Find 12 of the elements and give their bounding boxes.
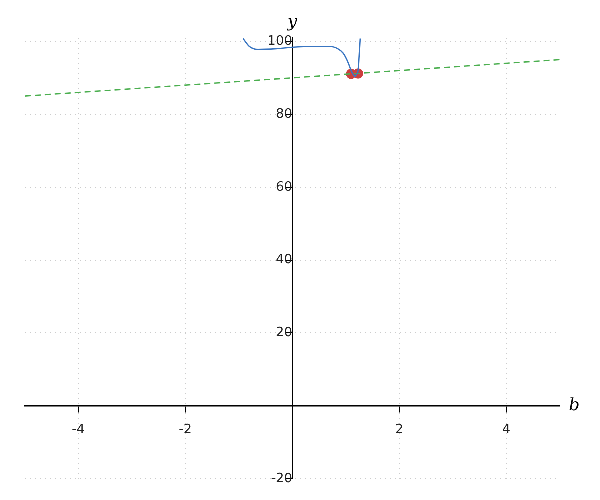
x-tick-label: -4 — [72, 422, 85, 438]
y-tick-label: 60 — [276, 180, 292, 195]
y-tick-label: -20 — [271, 471, 292, 486]
x-tick-label: 2 — [395, 422, 404, 438]
y-tick-label: 80 — [276, 106, 292, 122]
y-tick-label: 100 — [268, 34, 292, 50]
x-axis-title: b — [569, 396, 580, 416]
x-tick-label: 4 — [502, 422, 511, 438]
y-tick-label: 20 — [276, 326, 292, 341]
y-axis-title: y — [286, 12, 298, 32]
x-tick-label: -2 — [179, 422, 192, 438]
y-tick-label: 40 — [276, 252, 292, 268]
